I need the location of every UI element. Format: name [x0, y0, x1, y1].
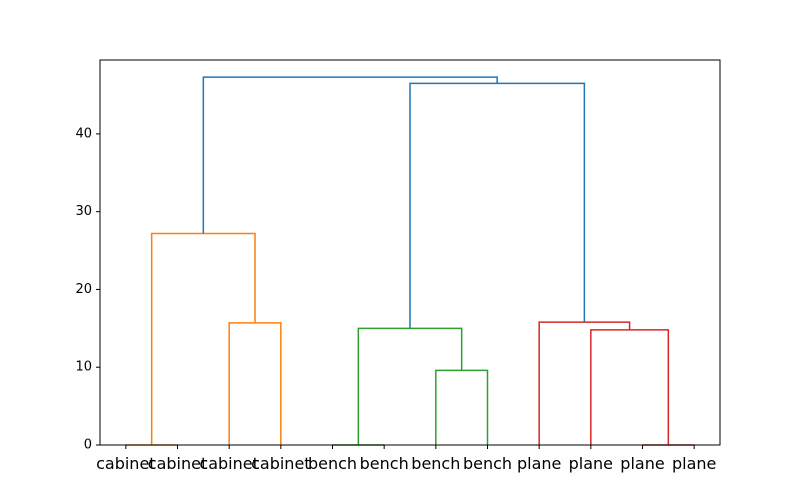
dendrogram-link-1 [228, 322, 282, 445]
leaf-label: bench [308, 454, 357, 473]
plot-frame [99, 59, 721, 446]
leaf-label: cabinet [148, 454, 207, 473]
y-tick-label: 30 [75, 204, 92, 219]
leaf-label: plane [620, 454, 664, 473]
leaf-label: cabinet [96, 454, 155, 473]
link-layer [125, 76, 695, 446]
leaf-label: bench [463, 454, 512, 473]
leaf-label: plane [672, 454, 716, 473]
dendrogram-link-4 [435, 369, 489, 445]
leaf-label: bench [411, 454, 460, 473]
dendrogram-link-9 [409, 82, 586, 329]
leaf-label: bench [360, 454, 409, 473]
y-axis: 0 10 20 30 40 [75, 126, 100, 453]
dendrogram-link-8 [538, 321, 631, 445]
leaf-label: cabinet [199, 454, 258, 473]
y-tick-label: 10 [75, 360, 92, 375]
dendrogram-link-5 [357, 327, 463, 445]
leaf-label: cabinet [251, 454, 310, 473]
y-tick-label: 20 [75, 282, 92, 297]
dendrogram-link-10 [202, 76, 498, 234]
leaf-label: plane [517, 454, 561, 473]
y-tick-label: 0 [84, 438, 92, 453]
y-tick-label: 40 [75, 126, 92, 141]
dendrogram-link-7 [590, 329, 670, 445]
dendrogram-link-2 [150, 232, 256, 445]
leaf-label: plane [569, 454, 613, 473]
